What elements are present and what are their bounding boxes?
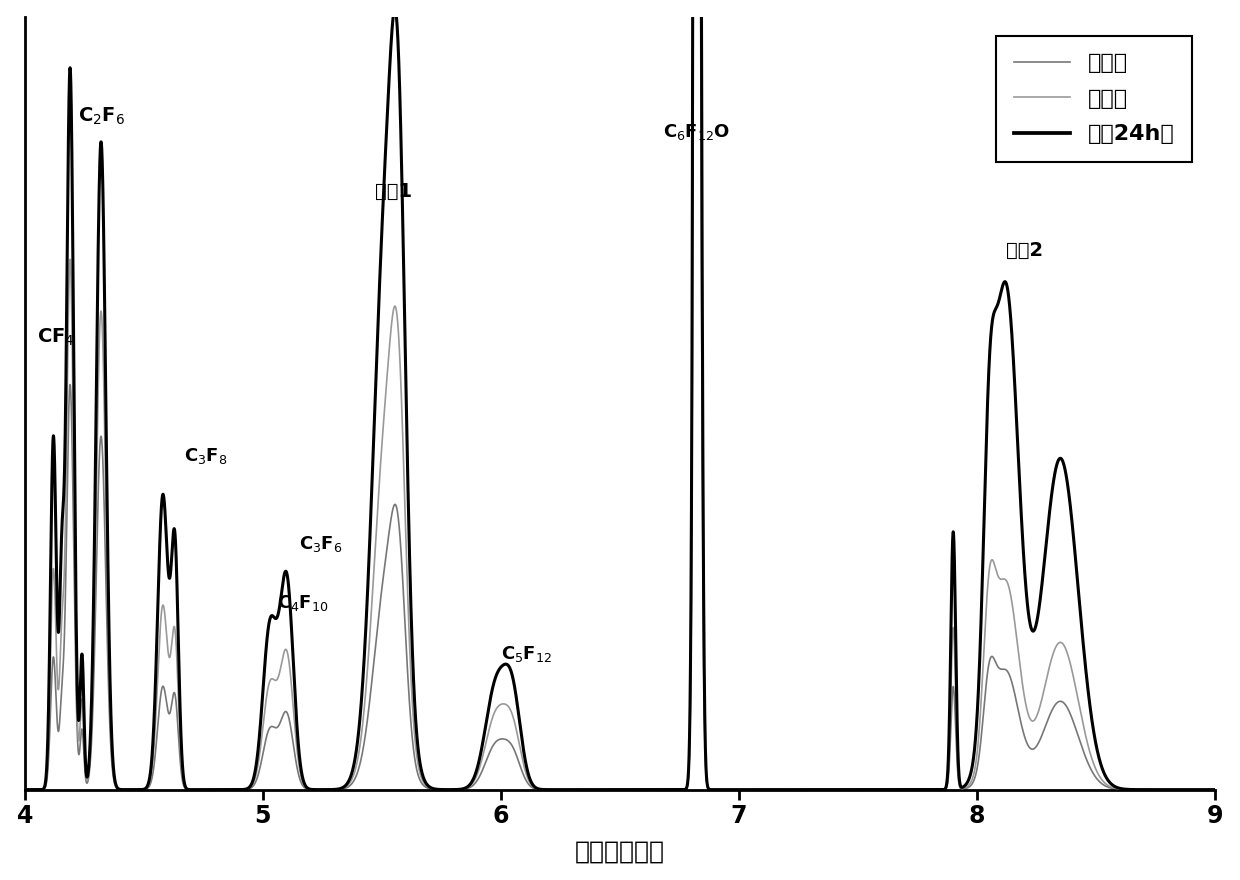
Text: C$_3$F$_6$: C$_3$F$_6$ bbox=[299, 534, 342, 554]
Text: 杂质1: 杂质1 bbox=[376, 181, 413, 201]
Legend: 击穿前, 击穿后, 击穿24h后: 击穿前, 击穿后, 击穿24h后 bbox=[997, 35, 1192, 162]
X-axis label: 时间（分钒）: 时间（分钒） bbox=[575, 840, 665, 863]
Text: 杂质2: 杂质2 bbox=[1006, 240, 1043, 260]
Text: C$_6$F$_{12}$O: C$_6$F$_{12}$O bbox=[663, 121, 730, 142]
Text: C$_2$F$_6$: C$_2$F$_6$ bbox=[78, 106, 124, 127]
Text: C$_4$F$_{10}$: C$_4$F$_{10}$ bbox=[278, 593, 329, 613]
Text: C$_3$F$_8$: C$_3$F$_8$ bbox=[185, 446, 228, 466]
Text: C$_5$F$_{12}$: C$_5$F$_{12}$ bbox=[501, 644, 552, 664]
Text: CF$_4$: CF$_4$ bbox=[37, 326, 74, 348]
